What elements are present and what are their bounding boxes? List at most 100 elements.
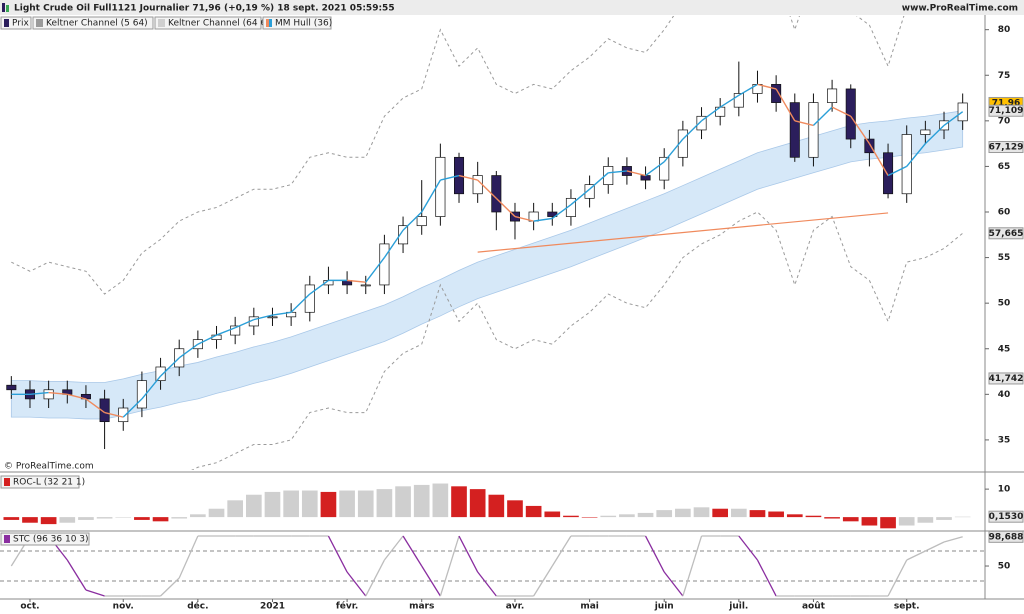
- roc-bar: [339, 490, 355, 518]
- candle-body: [360, 284, 371, 287]
- x-tick-label: févr.: [336, 601, 358, 612]
- hull-segment: [178, 343, 199, 359]
- hull-segment: [216, 327, 236, 336]
- roc-bar: [264, 491, 281, 518]
- hull-segment: [868, 143, 889, 176]
- roc-bar: [59, 517, 76, 523]
- x-tick-label: juin: [654, 602, 674, 612]
- candle-body: [304, 284, 315, 313]
- panel-title: ROC-L (32 21 1): [13, 478, 85, 488]
- stc-segment: [383, 535, 404, 561]
- x-tick-label: juil.: [728, 602, 748, 612]
- candle-body: [472, 175, 483, 195]
- roc-bar: [563, 515, 579, 518]
- legend-icon: [4, 535, 10, 543]
- x-tick-label: déc.: [187, 601, 208, 612]
- roc-bar: [301, 490, 318, 518]
- value-tag-label: 71,96: [992, 98, 1020, 108]
- stc-segment: [458, 535, 479, 573]
- stc-segment: [85, 589, 105, 597]
- roc-bar: [936, 517, 952, 520]
- roc-bar: [451, 486, 467, 518]
- hull-segment: [141, 375, 162, 400]
- value-tag-label: 41,742: [989, 374, 1024, 384]
- candle-body: [603, 166, 614, 186]
- roc-bar: [357, 490, 374, 518]
- legend-text: Keltner Channel (64 64): [168, 19, 275, 29]
- stc-segment: [477, 571, 497, 597]
- value-tag: [988, 104, 1024, 117]
- roc-bar: [786, 514, 803, 518]
- hull-segment: [608, 170, 627, 174]
- hull-segment: [626, 170, 646, 177]
- candle-body: [901, 134, 912, 195]
- stc-segment: [887, 559, 908, 597]
- roc-bar: [861, 517, 878, 526]
- roc-bar: [544, 511, 561, 518]
- legend-text: MM Hull (36): [275, 19, 332, 29]
- x-tick-label: nov.: [113, 602, 134, 612]
- value-tag: [988, 141, 1024, 154]
- roc-bar: [768, 511, 784, 518]
- roc-bar: [320, 491, 337, 518]
- hull-segment: [48, 391, 68, 396]
- roc-bar: [469, 489, 486, 518]
- candle-body: [677, 129, 688, 158]
- candle-body: [6, 384, 17, 391]
- y-tick-label: 50: [998, 562, 1011, 572]
- y-tick-label: 65: [998, 162, 1011, 172]
- roc-bar: [245, 494, 262, 518]
- y-tick-label: 55: [998, 253, 1011, 263]
- stc-segment: [421, 565, 441, 597]
- hull-segment: [383, 229, 404, 258]
- x-tick-label: mars: [409, 602, 434, 612]
- hull-segment: [458, 174, 478, 181]
- stc-segment: [402, 535, 423, 567]
- hull-segment: [495, 197, 516, 218]
- y-tick-label: 80: [998, 25, 1011, 35]
- trendline: [477, 212, 889, 253]
- value-tag-label: 71,109: [989, 106, 1024, 116]
- hull-segment: [533, 217, 553, 222]
- stc-segment: [738, 535, 758, 561]
- hull-segment: [272, 311, 292, 316]
- y-tick-label: 45: [998, 344, 1011, 354]
- candle-body: [43, 389, 54, 400]
- y-tick-label: 50: [998, 299, 1011, 309]
- legend-box: [0, 475, 80, 489]
- hull-segment: [421, 179, 441, 213]
- stc-segment: [365, 559, 385, 597]
- legend-text: Keltner Channel (5 64): [46, 19, 148, 29]
- hull-segment: [234, 318, 255, 329]
- hull-segment: [831, 106, 852, 117]
- roc-bar: [488, 494, 505, 518]
- value-tag: [988, 372, 1024, 385]
- y-tick-label: 35: [998, 435, 1011, 445]
- header-bar: [0, 0, 1024, 15]
- hull-segment: [645, 161, 665, 177]
- y-tick-label: 40: [998, 390, 1011, 400]
- value-tag: [988, 227, 1024, 240]
- stc-segment: [439, 535, 460, 597]
- roc-bar: [656, 510, 673, 518]
- roc-bar: [283, 490, 299, 518]
- stc-segment: [551, 535, 572, 567]
- roc-bar: [730, 508, 747, 518]
- roc-bar: [171, 517, 188, 519]
- candle-body: [715, 106, 726, 117]
- legend-icon: [266, 19, 269, 27]
- stc-segment: [756, 559, 777, 597]
- roc-plot: [3, 483, 971, 529]
- candle-body: [584, 184, 595, 199]
- hull-segment: [160, 357, 180, 377]
- candle-body: [696, 115, 707, 131]
- x-tick-label: août: [802, 602, 826, 612]
- header-site: www.ProRealTime.com: [902, 4, 1018, 14]
- roc-bar: [749, 510, 766, 518]
- header-title: Light Crude Oil Full1121 Journalier 71,9…: [14, 4, 395, 14]
- roc-bar: [954, 516, 971, 518]
- value-tag-label: 98,688: [989, 532, 1024, 542]
- value-tag-label: 67,129: [989, 143, 1024, 153]
- x-tick-label: 2021: [260, 602, 285, 612]
- roc-bar: [134, 517, 150, 520]
